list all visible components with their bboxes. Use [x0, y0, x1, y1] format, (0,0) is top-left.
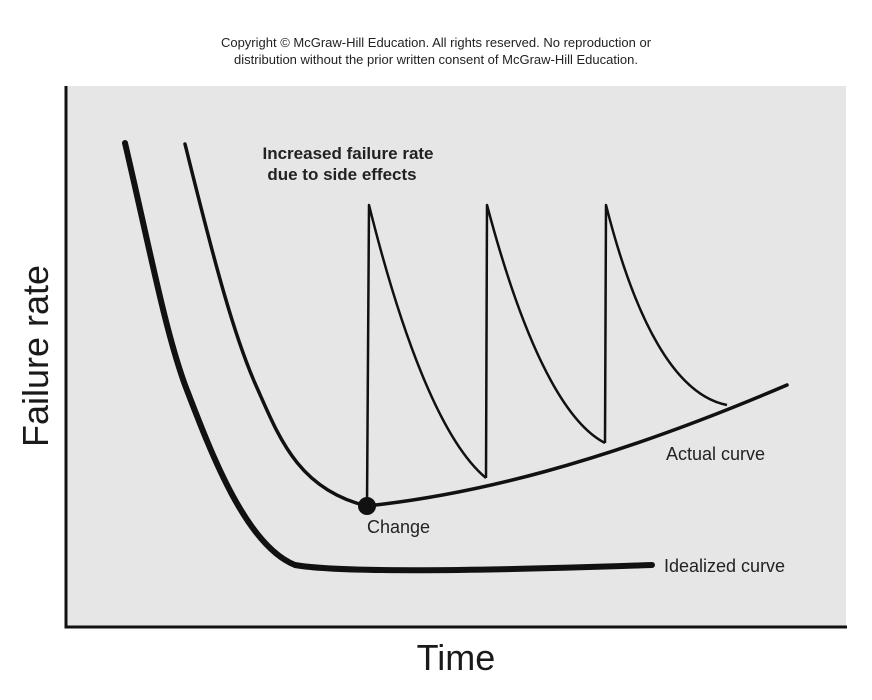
change-point-marker [358, 497, 376, 515]
plot-area [66, 86, 846, 626]
copyright-line-2: distribution without the prior written c… [234, 52, 638, 67]
x-axis-title: Time [417, 637, 496, 678]
side-effect-spike-3 [603, 203, 728, 444]
change-label: Change [367, 517, 430, 537]
actual-curve-label: Actual curve [666, 444, 765, 464]
y-axis-title: Failure rate [15, 265, 56, 447]
idealized-curve-label: Idealized curve [664, 556, 785, 576]
actual-curve [183, 142, 789, 508]
side-effects-annotation-line-2: due to side effects [267, 165, 416, 184]
side-effect-spike-1 [365, 203, 487, 507]
copyright-notice: Copyright © McGraw-Hill Education. All r… [0, 34, 872, 68]
side-effects-annotation-line-1: Increased failure rate [262, 144, 433, 163]
side-effect-spike-2 [484, 203, 606, 479]
copyright-line-1: Copyright © McGraw-Hill Education. All r… [220, 35, 652, 50]
idealized-curve [122, 140, 655, 574]
